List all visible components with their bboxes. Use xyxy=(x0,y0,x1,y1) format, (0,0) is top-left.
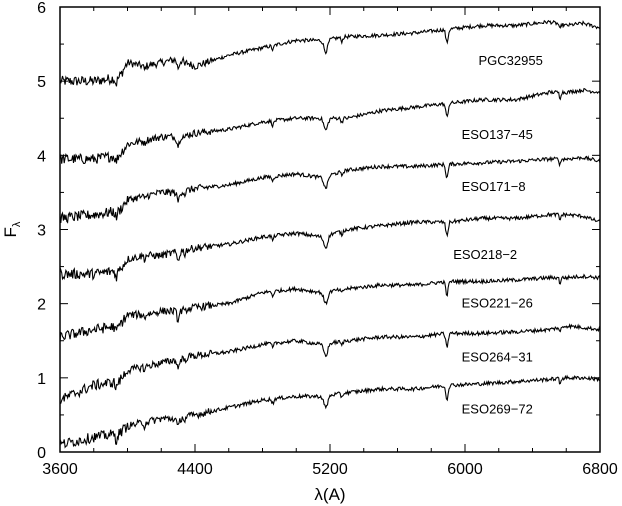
tick-layer: 3600 4400 5200 6000 6800 0 1 2 3 4 5 6 xyxy=(37,0,618,478)
spectrum-label: PGC32955 xyxy=(479,53,543,68)
y-tick-label: 1 xyxy=(37,371,46,388)
y-tick-label: 2 xyxy=(37,297,46,314)
y-tick-label: 6 xyxy=(37,0,46,17)
y-tick-label: 5 xyxy=(37,74,46,91)
x-tick-label: 6800 xyxy=(582,461,618,478)
spectrum-line xyxy=(59,273,601,342)
x-tick-label: 6000 xyxy=(447,461,483,478)
spectrum-label: ESO171−8 xyxy=(462,179,526,194)
spectrum-line xyxy=(59,323,601,405)
y-axis-title-main: F xyxy=(1,227,20,237)
x-tick-label: 3600 xyxy=(42,461,78,478)
y-tick-label: 0 xyxy=(37,445,46,462)
x-axis-title: λ(A) xyxy=(314,485,345,504)
label-layer: PGC32955 ESO137−45 ESO171−8 ESO218−2 ESO221−… xyxy=(453,53,543,417)
spectrum-line xyxy=(59,19,601,87)
spectrum-label: ESO137−45 xyxy=(462,127,533,142)
spectrum-line xyxy=(59,374,601,449)
spectrum-label: ESO218−2 xyxy=(453,247,517,262)
spectrum-label: ESO269−72 xyxy=(462,401,533,416)
spectrum-label: ESO264−31 xyxy=(462,350,533,365)
x-tick-label: 4400 xyxy=(177,461,213,478)
spectrum-label: ESO221−26 xyxy=(462,295,533,310)
series-layer xyxy=(59,19,601,449)
spectrum-line xyxy=(59,155,601,224)
y-tick-label: 3 xyxy=(37,223,46,240)
spectrum-line xyxy=(59,211,601,282)
y-axis-title-subscript: λ xyxy=(11,221,23,227)
y-axis-title: Fλ xyxy=(1,221,23,237)
y-tick-label: 4 xyxy=(37,148,46,165)
x-tick-label: 5200 xyxy=(312,461,348,478)
plot-frame xyxy=(59,6,601,453)
spectrum-line xyxy=(59,87,601,164)
